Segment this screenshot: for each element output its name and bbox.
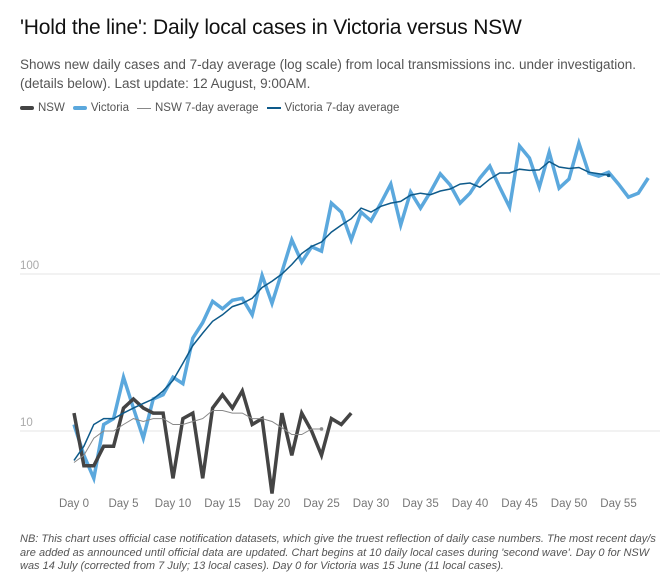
series-end-point xyxy=(606,173,611,178)
x-tick-label: Day 30 xyxy=(353,498,389,510)
legend-swatch-victoria-avg xyxy=(266,107,281,109)
legend-item-victoria-avg[interactable]: Victoria 7-day average xyxy=(266,102,400,114)
series-end-point xyxy=(319,427,324,431)
x-tick-label: Day 0 xyxy=(59,498,89,510)
x-tick-label: Day 10 xyxy=(155,498,191,510)
legend: NSW Victoria NSW 7-day average Victoria … xyxy=(20,102,399,114)
legend-swatch-victoria xyxy=(72,106,87,110)
x-tick-label: Day 15 xyxy=(204,498,240,510)
legend-item-victoria[interactable]: Victoria xyxy=(72,102,129,114)
x-tick-label: Day 50 xyxy=(551,498,587,510)
victoria-line xyxy=(72,137,650,485)
x-tick-label: Day 5 xyxy=(108,498,138,510)
victoria-7day-avg-line xyxy=(73,160,609,461)
x-tick-label: Day 25 xyxy=(303,498,339,510)
nsw-7day-avg-line xyxy=(73,410,322,463)
legend-item-nsw-avg[interactable]: NSW 7-day average xyxy=(136,102,259,114)
nsw-line xyxy=(72,386,353,494)
x-tick-label: Day 20 xyxy=(254,498,290,510)
y-tick-label: 100 xyxy=(20,260,39,272)
plot-area: 10 100 Day 0 Day 5 Day 10 Day 15 Day 20 Day 25 D… xyxy=(20,137,660,510)
chart-subtitle: Shows new daily cases and 7-day average … xyxy=(20,57,637,91)
legend-label: Victoria xyxy=(90,102,129,114)
legend-label: NSW xyxy=(38,102,65,114)
x-tick-label: Day 35 xyxy=(402,498,438,510)
x-tick-label: Day 40 xyxy=(452,498,488,510)
footnote: NB: This chart uses official case notifi… xyxy=(20,533,656,572)
legend-label: NSW 7-day average xyxy=(154,102,259,114)
y-tick-label: 10 xyxy=(20,417,33,429)
legend-label: Victoria 7-day average xyxy=(284,102,400,114)
legend-swatch-nsw-avg xyxy=(136,107,151,109)
x-tick-label: Day 55 xyxy=(600,498,636,510)
chart-title: 'Hold the line': Daily local cases in Vi… xyxy=(20,16,522,39)
legend-swatch-nsw xyxy=(20,106,34,110)
legend-item-nsw[interactable]: NSW xyxy=(20,102,65,114)
x-tick-label: Day 45 xyxy=(501,498,537,510)
